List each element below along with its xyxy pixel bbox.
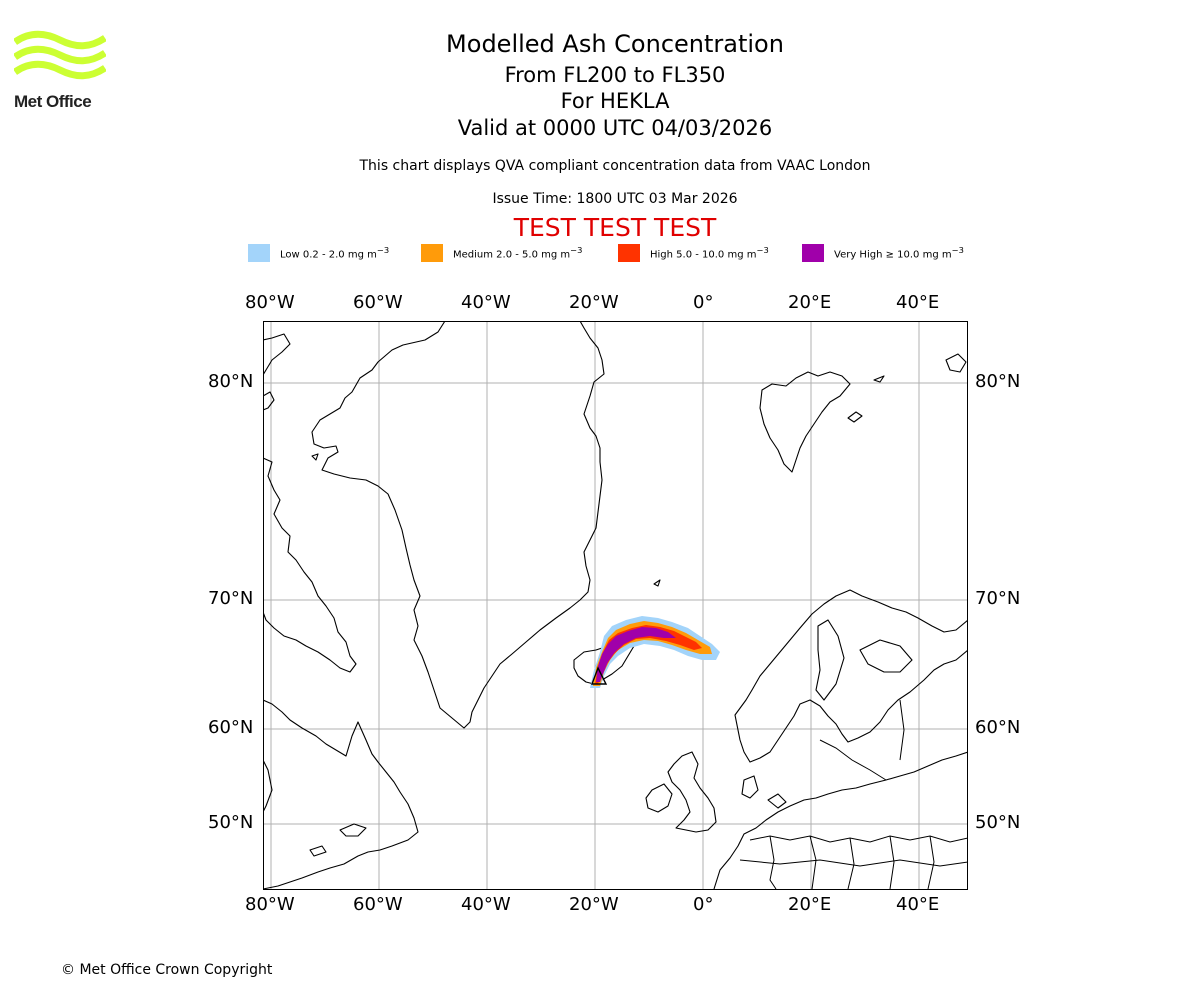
legend-label-high: High 5.0 - 10.0 mg m−3: [650, 245, 769, 261]
copyright: © Met Office Crown Copyright: [61, 962, 273, 978]
lon-label-bottom-80w: 80°W: [245, 894, 295, 915]
lat-label-left-80n: 80°N: [208, 371, 254, 392]
coastline-britain: [667, 751, 717, 833]
volcano-triangle-icon: [590, 666, 608, 685]
lon-label-bottom-0: 0°: [693, 894, 714, 915]
ash-concentration-map: [263, 321, 968, 890]
legend-item-very-high: Very High ≥ 10.0 mg m−3: [802, 244, 964, 262]
coastline-europe: [713, 751, 968, 890]
coastlines: [263, 321, 968, 890]
met-office-logo: [12, 30, 107, 92]
legend-swatch-low: [248, 244, 270, 262]
flight-level: From FL200 to FL350: [504, 63, 726, 87]
lat-label-left-60n: 60°N: [208, 717, 254, 738]
lon-label-bottom-20w: 20°W: [569, 894, 619, 915]
lat-label-right-50n: 50°N: [975, 812, 1021, 833]
borders: [739, 699, 968, 890]
coastline-baffin: [263, 457, 357, 673]
lon-label-bottom-40w: 40°W: [461, 894, 511, 915]
disclaimer: This chart displays QVA compliant concen…: [359, 158, 871, 174]
lon-label-bottom-20e: 20°E: [788, 894, 832, 915]
lat-label-left-70n: 70°N: [208, 588, 254, 609]
issue-time: Issue Time: 1800 UTC 03 Mar 2026: [492, 191, 738, 207]
chart-title: Modelled Ash Concentration: [446, 30, 784, 58]
lon-label-bottom-40e: 40°E: [896, 894, 940, 915]
legend-label-very-high: Very High ≥ 10.0 mg m−3: [834, 245, 964, 261]
lon-label-top-60w: 60°W: [353, 292, 403, 313]
ash-very-high-region: [596, 627, 676, 682]
lon-label-top-0: 0°: [693, 292, 714, 313]
lon-label-top-40e: 40°E: [896, 292, 940, 313]
coastline-labrador: [263, 699, 419, 890]
ash-plume: [590, 616, 720, 688]
legend-swatch-high: [618, 244, 640, 262]
legend-item-high: High 5.0 - 10.0 mg m−3: [618, 244, 802, 262]
lon-label-top-80w: 80°W: [245, 292, 295, 313]
legend-swatch-medium: [421, 244, 443, 262]
lat-label-right-70n: 70°N: [975, 588, 1021, 609]
coastline-ellesmere: [263, 333, 291, 376]
legend-item-medium: Medium 2.0 - 5.0 mg m−3: [421, 244, 618, 262]
valid-time: Valid at 0000 UTC 04/03/2026: [457, 116, 773, 140]
lon-label-top-20w: 20°W: [569, 292, 619, 313]
coastline-scandinavia: [734, 589, 968, 763]
legend-item-low: Low 0.2 - 2.0 mg m−3: [248, 244, 421, 262]
volcano-name: For HEKLA: [560, 89, 670, 113]
legend-swatch-very-high: [802, 244, 824, 262]
coastline-svalbard: [759, 371, 851, 473]
legend-label-medium: Medium 2.0 - 5.0 mg m−3: [453, 245, 583, 261]
coastline-ireland: [645, 783, 673, 813]
legend: Low 0.2 - 2.0 mg m−3 Medium 2.0 - 5.0 mg…: [248, 244, 964, 262]
lat-label-right-60n: 60°N: [975, 717, 1021, 738]
map-frame: [263, 321, 968, 890]
lon-label-top-40w: 40°W: [461, 292, 511, 313]
test-banner: TEST TEST TEST: [513, 213, 717, 242]
lon-label-top-20e: 20°E: [788, 292, 832, 313]
lon-label-bottom-60w: 60°W: [353, 894, 403, 915]
legend-label-low: Low 0.2 - 2.0 mg m−3: [280, 245, 390, 261]
lat-label-left-50n: 50°N: [208, 812, 254, 833]
coastline-greenland: [311, 321, 605, 729]
logo-text: Met Office: [14, 92, 92, 111]
graticule: [263, 321, 968, 890]
lat-label-right-80n: 80°N: [975, 371, 1021, 392]
